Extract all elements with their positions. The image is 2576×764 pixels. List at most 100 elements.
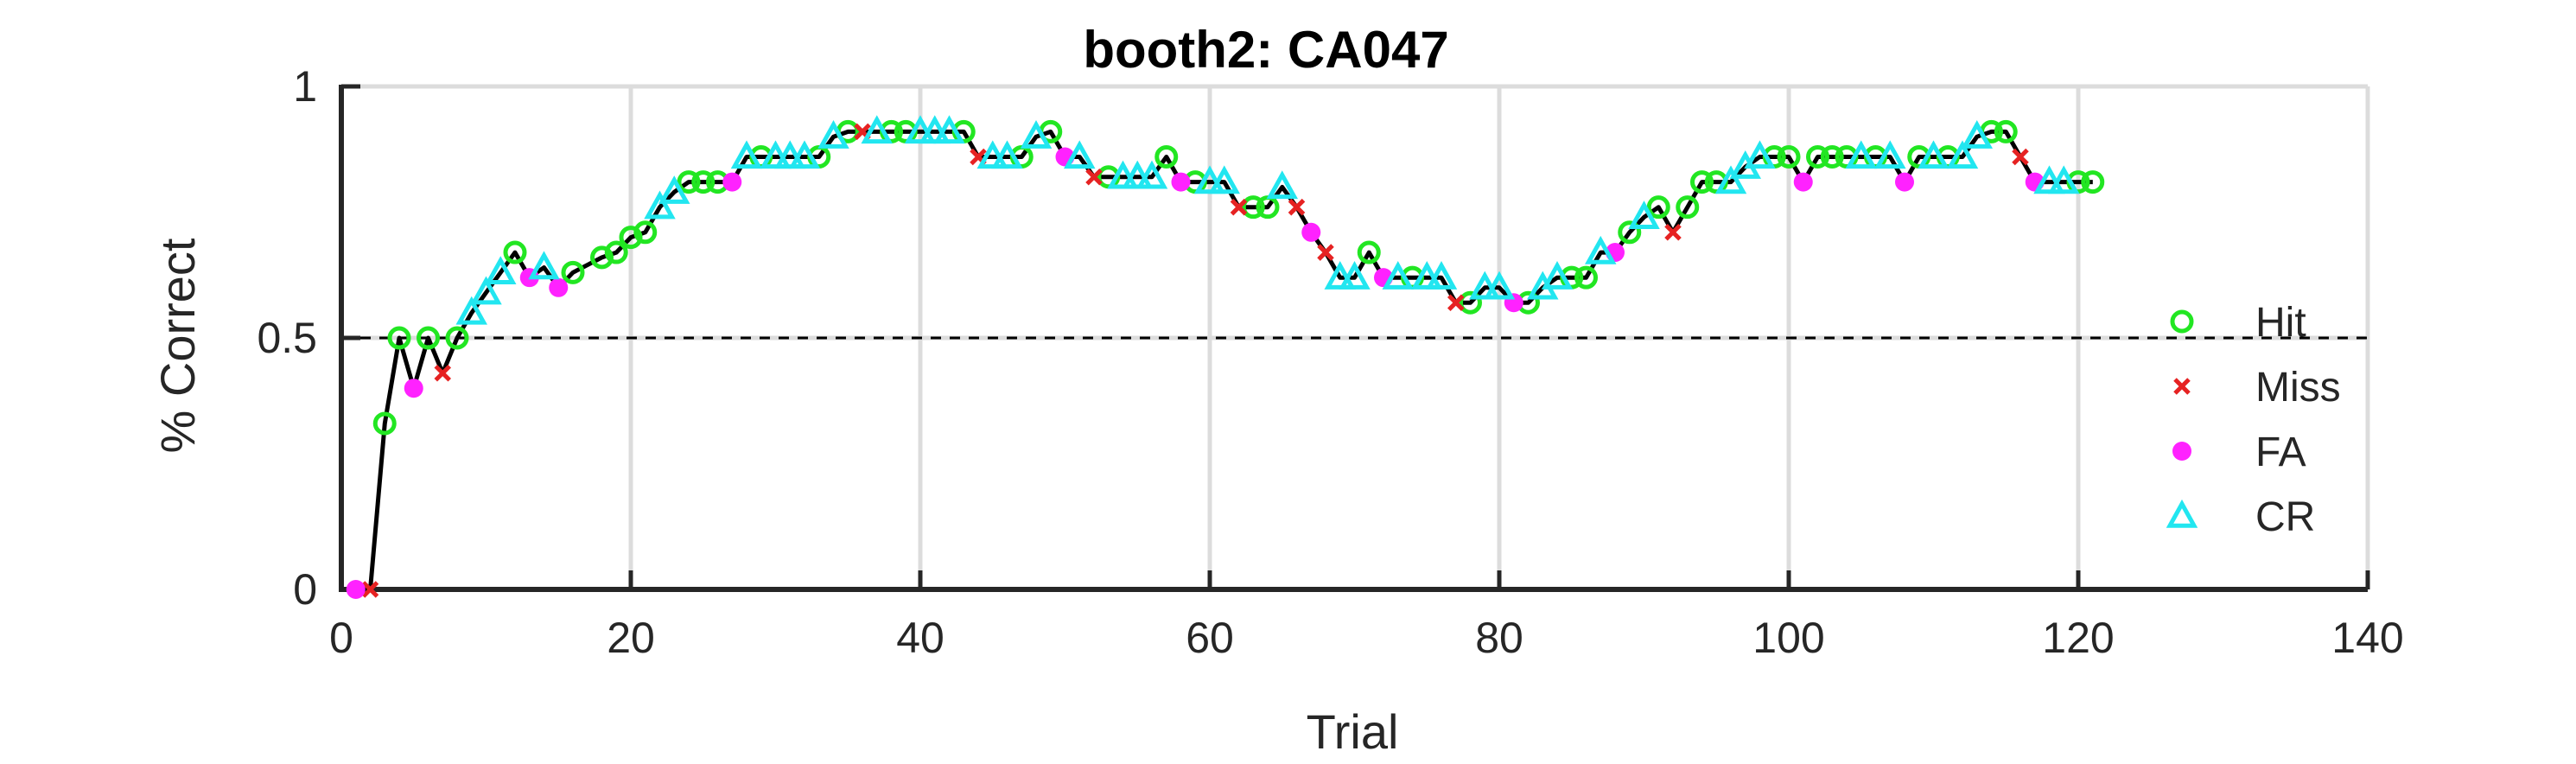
hit-marker — [590, 245, 614, 270]
cr-marker — [1425, 261, 1458, 290]
hit-marker — [1241, 195, 1265, 220]
legend-item-fa: FA — [2172, 430, 2306, 475]
hit-marker — [604, 240, 628, 264]
hit-marker — [1459, 290, 1482, 315]
miss-marker — [1447, 294, 1465, 312]
miss-marker — [361, 581, 379, 598]
cr-marker — [730, 140, 763, 169]
hit-marker — [372, 411, 397, 436]
y-tick-label: 0.5 — [257, 314, 317, 362]
legend-item-cr: CR — [2166, 494, 2315, 540]
chart-title: booth2: CA047 — [1083, 21, 1448, 79]
cr-marker — [861, 115, 893, 144]
cr-marker — [2048, 165, 2080, 194]
x-tick-label: 0 — [329, 614, 353, 662]
miss-stroke — [970, 148, 987, 166]
cr-marker — [1266, 170, 1298, 200]
hit-marker — [445, 326, 469, 350]
miss-stroke — [1664, 224, 1682, 241]
miss-marker — [1288, 198, 1306, 216]
x-tick-label: 120 — [2042, 614, 2114, 662]
fa-marker — [549, 277, 569, 297]
hit-marker — [633, 220, 658, 245]
legend-fa-marker — [2172, 442, 2191, 461]
cr-marker — [1064, 140, 1096, 169]
fa-marker — [346, 580, 366, 599]
miss-marker — [1317, 244, 1334, 261]
hit-marker — [1154, 144, 1179, 169]
hit-marker — [503, 240, 527, 264]
tick-labels: 0 20 40 60 80 100 120 140 0 0.5 1 — [257, 62, 2403, 662]
fa-marker — [722, 172, 742, 192]
x-tick-label: 60 — [1186, 614, 1234, 662]
hit-marker — [1646, 195, 1670, 220]
accuracy-line-path — [355, 129, 2093, 592]
hit-marker — [619, 226, 643, 250]
legend-label: FA — [2255, 430, 2306, 475]
cr-marker — [1585, 235, 1617, 264]
fa-marker — [1793, 172, 1813, 192]
hit-marker — [1994, 119, 2018, 143]
miss-marker — [2012, 148, 2029, 166]
hit-marker — [691, 170, 716, 194]
hit-marker — [2081, 170, 2105, 194]
y-tick-label: 1 — [293, 62, 317, 111]
legend-hit-marker — [2170, 309, 2194, 334]
miss-stroke — [1085, 168, 1103, 186]
cr-marker — [658, 175, 690, 204]
cr-marker — [1961, 120, 1993, 149]
miss-stroke — [434, 364, 452, 382]
cr-marker — [817, 120, 849, 149]
miss-stroke — [854, 123, 871, 141]
x-axis-label: Trial — [1307, 704, 1399, 759]
cr-marker — [991, 140, 1023, 169]
legend-item-miss: Miss — [2173, 365, 2341, 411]
hit-marker — [1806, 144, 1829, 169]
miss-stroke — [361, 581, 379, 598]
legend-label: CR — [2255, 494, 2315, 540]
cr-marker — [470, 276, 502, 305]
cr-marker — [1382, 261, 1414, 290]
cr-marker — [788, 140, 821, 169]
cr-marker — [1845, 140, 1877, 169]
cr-marker — [1946, 140, 1979, 169]
hit-marker — [1676, 195, 1700, 220]
miss-marker — [1230, 198, 1248, 216]
legend-label: Hit — [2255, 300, 2306, 346]
hit-marker — [1777, 144, 1801, 169]
axes — [339, 84, 2370, 592]
legend-label: Miss — [2255, 365, 2341, 411]
fa-marker — [1171, 172, 1191, 192]
legend: Hit Miss FA CR — [2166, 300, 2341, 540]
miss-marker — [1085, 168, 1103, 186]
legend-miss-marker — [2173, 378, 2191, 395]
legend-cr-marker — [2166, 499, 2198, 528]
legend-item-hit: Hit — [2170, 300, 2306, 346]
cr-marker — [1208, 165, 1240, 194]
x-tick-label: 140 — [2331, 614, 2403, 662]
x-tick-label: 100 — [1752, 614, 1824, 662]
cr-marker — [1628, 201, 1660, 230]
miss-stroke — [1447, 294, 1465, 312]
data-markers — [346, 115, 2105, 599]
cr-marker — [1874, 140, 1906, 169]
cr-marker — [933, 115, 965, 144]
cr-marker — [1339, 261, 1371, 290]
hit-marker — [1820, 144, 1844, 169]
accuracy-line — [355, 129, 2093, 592]
y-tick-label: 0 — [293, 565, 317, 614]
cr-marker — [485, 256, 517, 285]
hit-marker — [1574, 265, 1598, 290]
x-tick-label: 40 — [896, 614, 945, 662]
hit-marker — [417, 326, 440, 350]
miss-stroke — [2173, 378, 2191, 395]
cr-marker — [644, 190, 676, 220]
cr-marker — [1918, 140, 1949, 169]
x-tick-label: 80 — [1475, 614, 1523, 662]
cr-marker — [1714, 165, 1747, 194]
y-axis-label: % Correct — [150, 238, 205, 453]
fa-marker — [1895, 172, 1914, 192]
hit-marker — [677, 170, 701, 194]
cr-marker — [1135, 160, 1168, 189]
